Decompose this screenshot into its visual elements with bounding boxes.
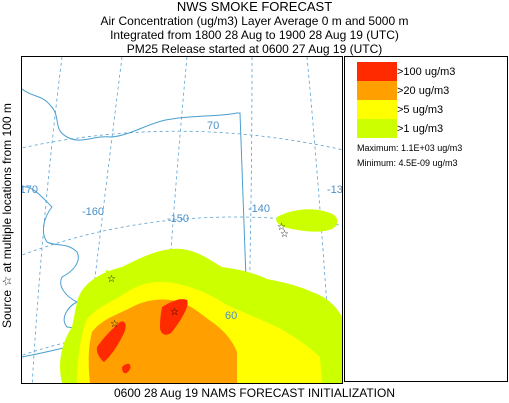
lon-label: -160 (82, 206, 104, 218)
legend-label-gt5: >5 ug/m3 (397, 104, 444, 116)
subtitle-integration: Integrated from 1800 28 Aug to 1900 28 A… (110, 28, 399, 42)
lon-label: -140 (248, 203, 270, 215)
initialization-footer: 0600 28 Aug 19 NAMS FORECAST INITIALIZAT… (114, 386, 395, 400)
subtitle-concentration: Air Concentration (ug/m3) Layer Average … (100, 14, 409, 28)
lat-label: 70 (207, 120, 219, 132)
source-markers: ☆ ☆ ☆ ☆ ☆ (107, 222, 289, 330)
plume-gt20 (88, 299, 237, 383)
subtitle-release: PM25 Release started at 0600 27 Aug 19 (… (126, 42, 383, 56)
source-star-icon: ☆ (107, 274, 116, 285)
legend-label-gt20: >20 ug/m3 (397, 85, 450, 97)
lon-label: -150 (167, 213, 189, 225)
source-star-icon: ☆ (280, 229, 289, 240)
legend-label-gt100: >100 ug/m3 (397, 66, 456, 78)
source-star-icon: ☆ (170, 307, 179, 318)
source-star-icon: ☆ (110, 319, 119, 330)
lat-label: 60 (225, 310, 237, 322)
source-side-label: Source ☆ at multiple locations from 100 … (0, 103, 14, 328)
legend-swatch-gt20 (357, 81, 397, 100)
plume-gt100 (96, 299, 188, 374)
lon-label: -130 (327, 184, 342, 196)
legend-swatch-gt5 (357, 100, 397, 119)
smoke-map: ☆ ☆ ☆ ☆ ☆ -170 -160 -150 -140 -130 70 60 (21, 56, 343, 384)
legend-swatch-gt100 (357, 62, 397, 81)
forecast-title: NWS SMOKE FORECAST (176, 0, 333, 14)
legend-minimum: Minimum: 4.5E-09 ug/m3 (357, 158, 458, 168)
legend-maximum: Maximum: 1.1E+03 ug/m3 (357, 143, 463, 153)
concentration-legend: >100 ug/m3 >20 ug/m3 >5 ug/m3 >1 ug/m3 M… (344, 56, 508, 382)
legend-label-gt1: >1 ug/m3 (397, 123, 444, 135)
lon-label: -170 (22, 184, 38, 196)
legend-swatch-gt1 (357, 119, 397, 138)
source-star-icon: ☆ (277, 222, 286, 233)
